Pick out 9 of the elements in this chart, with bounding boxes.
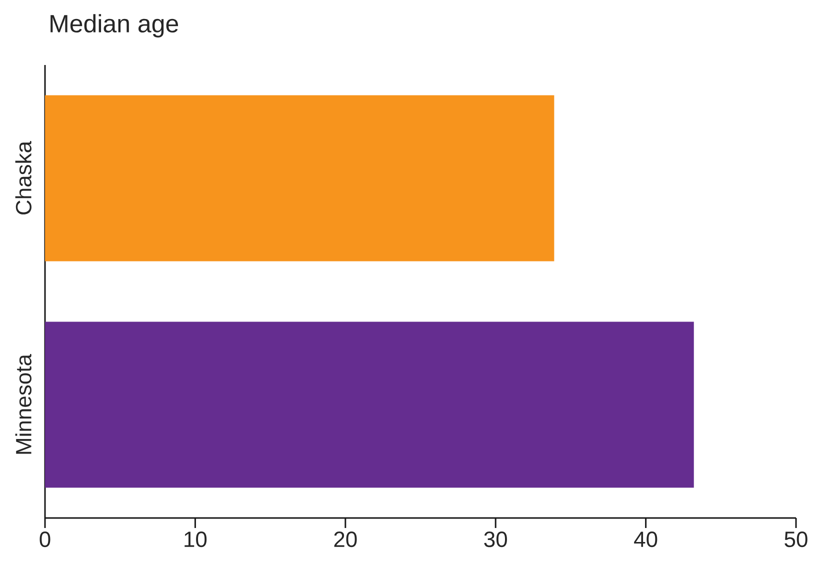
x-tick-label: 20 <box>334 532 357 548</box>
x-tick-label: 30 <box>484 532 507 548</box>
x-tick-label: 40 <box>634 532 658 548</box>
chart-title: Median age <box>50 14 178 38</box>
y-tick-label: Minnesota <box>15 354 32 454</box>
x-tick-label: 0 <box>40 532 50 548</box>
x-tick-label: 10 <box>184 532 207 548</box>
x-tick-label: 50 <box>784 532 808 548</box>
y-tick-label: Chaska <box>15 140 32 214</box>
